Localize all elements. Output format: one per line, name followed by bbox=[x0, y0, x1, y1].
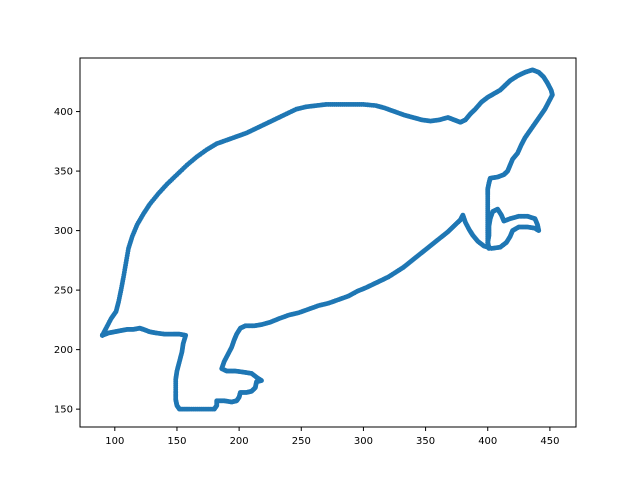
y-tick-label: 300 bbox=[54, 226, 73, 237]
x-tick-label: 350 bbox=[416, 436, 435, 447]
plot-marks bbox=[99, 67, 555, 412]
scatter-point bbox=[99, 332, 105, 338]
x-tick-label: 200 bbox=[230, 436, 249, 447]
y-tick-label: 350 bbox=[54, 167, 73, 178]
x-tick-label: 150 bbox=[167, 436, 186, 447]
x-tick-label: 400 bbox=[478, 436, 497, 447]
y-tick-label: 400 bbox=[54, 107, 73, 118]
y-tick-label: 200 bbox=[54, 345, 73, 356]
axes: 100 150 200 250 300 350 400 450 150 200 250 300 350 4… bbox=[54, 107, 560, 447]
x-tick-label: 250 bbox=[292, 436, 311, 447]
x-tick-label: 300 bbox=[354, 436, 373, 447]
x-tick-label: 100 bbox=[105, 436, 124, 447]
x-tick-label: 450 bbox=[540, 436, 559, 447]
y-tick-label: 250 bbox=[54, 286, 73, 297]
y-tick-label: 150 bbox=[54, 405, 73, 416]
plot-frame bbox=[79, 57, 577, 428]
